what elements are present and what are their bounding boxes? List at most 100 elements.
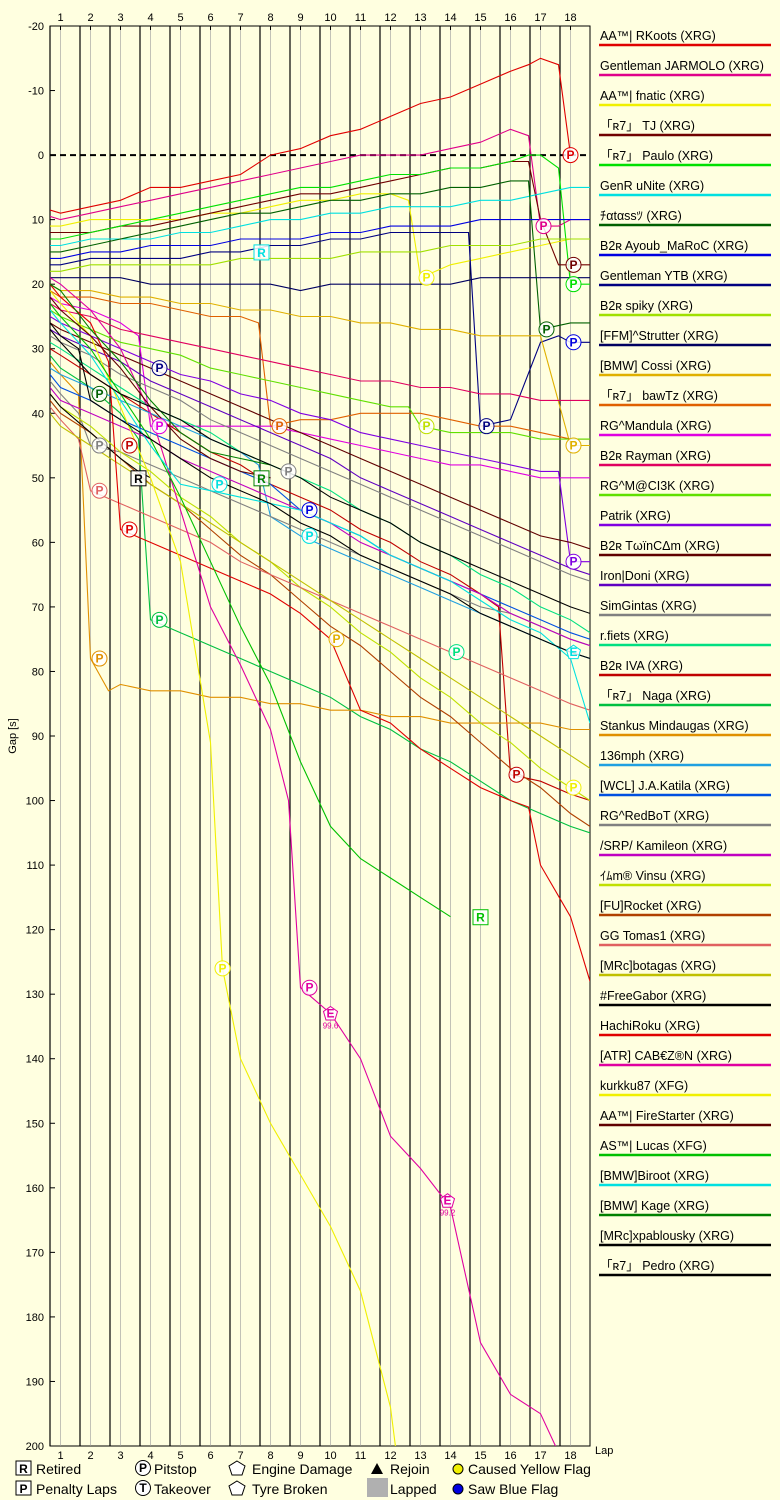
driver-name-23: 「ʀ7」 Naga (XRG) (600, 689, 711, 703)
legend-takeover: T Takeover (135, 1480, 211, 1497)
pitstop-marker-letter: P (155, 361, 163, 375)
x-tick-label-top: 17 (534, 12, 546, 24)
x-tick-label-bottom: 14 (444, 1450, 456, 1462)
retired-marker (253, 470, 270, 487)
x-tick-label-bottom: 6 (207, 1450, 213, 1462)
driver-name-4: 「ʀ7」 TJ (XRG) (600, 119, 695, 133)
pitstop-marker-letter: P (512, 768, 520, 782)
pitstop-marker-letter: P (569, 258, 577, 272)
driver-name-37: AA™| FireStarter (XRG) (600, 1109, 734, 1123)
pitstop-marker (565, 334, 582, 351)
y-tick-label: 190 (26, 1376, 44, 1388)
driver-name-9: Gentleman YTB (XRG) (600, 269, 728, 283)
series-line-20 (50, 335, 590, 582)
pitstop-marker (271, 418, 288, 435)
legend-lapped: Lapped (367, 1478, 437, 1497)
x-tick-label-bottom: 11 (355, 1450, 366, 1462)
driver-name-3: AA™| fnatic (XRG) (600, 89, 705, 103)
y-tick-label: 140 (26, 1054, 44, 1066)
series-line-12 (50, 283, 590, 447)
engine-damage-marker-letter: E (326, 1007, 334, 1021)
pitstop-marker (301, 979, 318, 996)
driver-name-25: 136mph (XRG) (600, 749, 684, 763)
series-line-11 (50, 277, 590, 292)
legend-pitstop: P Pitstop (135, 1460, 197, 1477)
pitstop-marker-letter: P (275, 419, 283, 433)
x-tick-label-top: 5 (177, 12, 183, 24)
x-axis-ticks: 1122334455667788991010111112121313141415… (57, 12, 576, 1462)
driver-name-24: Stankus Mindaugas (XRG) (600, 719, 749, 733)
pitstop-marker-letter: P (569, 439, 577, 453)
svg-text:P: P (139, 1461, 147, 1475)
retired-marker-letter: R (257, 472, 266, 486)
driver-name-8: B2ʀ Ayoub_MaRoC (XRG) (600, 239, 748, 253)
driver-name-42: 「ʀ7」 Pedro (XRG) (600, 1259, 714, 1273)
driver-name-27: RG^RedBoT (XRG) (600, 809, 709, 823)
y-axis-ticks: -20 -10 0 10 20 30 40 50 60 70 80 90 100 110 120 130 140… (26, 21, 55, 1453)
pitstop-marker-letter: P (569, 555, 577, 569)
y-tick-label: 160 (26, 1183, 44, 1195)
series-line-15 (50, 303, 590, 401)
x-tick-label-top: 12 (384, 12, 396, 24)
x-axis-label: Lap (595, 1445, 613, 1457)
series-line-17 (50, 316, 590, 563)
x-tick-label-bottom: 16 (504, 1450, 516, 1462)
series-line-42 (50, 329, 590, 614)
y-tick-label: 10 (32, 215, 44, 227)
driver-name-28: /SRP/ Kamileon (XRG) (600, 839, 727, 853)
driver-name-31: GG Tomas1 (XRG) (600, 929, 705, 943)
pitstop-marker (121, 437, 138, 454)
driver-name-21: r.fiets (XRG) (600, 629, 669, 643)
series-line-1 (50, 57, 572, 214)
retired-marker (130, 470, 147, 487)
x-tick-label-top: 4 (147, 12, 153, 24)
driver-name-22: B2ʀ IVA (XRG) (600, 659, 683, 673)
y-tick-label: 70 (32, 602, 44, 614)
retired-marker-letter: R (476, 911, 485, 925)
x-tick-label-bottom: 2 (87, 1450, 93, 1462)
legend-saw-blue-flag: Saw Blue Flag (452, 1481, 558, 1497)
driver-name-7: ﾁαtαssﾂ (XRG) (600, 209, 682, 223)
svg-text:Tyre Broken: Tyre Broken (252, 1481, 327, 1497)
y-tick-label: 20 (32, 279, 44, 291)
x-tick-label-bottom: 8 (267, 1450, 273, 1462)
pitstop-marker-letter: P (422, 419, 430, 433)
y-tick-label: 120 (26, 925, 44, 937)
series-lines (50, 57, 590, 1446)
y-tick-label: 100 (26, 796, 44, 808)
y-tick-label: -20 (28, 21, 44, 33)
pitstop-marker-letter: P (305, 529, 313, 543)
driver-name-19: Iron|Doni (XRG) (600, 569, 689, 583)
driver-name-26: [WCL] J.A.Katila (XRG) (600, 779, 730, 793)
x-tick-label-top: 8 (267, 12, 273, 24)
x-tick-label-bottom: 4 (147, 1450, 153, 1462)
x-tick-label-top: 7 (237, 12, 243, 24)
y-tick-label: -10 (28, 86, 44, 98)
y-tick-label: 60 (32, 537, 44, 549)
series-line-18 (50, 322, 590, 550)
pitstop-marker-letter: P (95, 652, 103, 666)
series-line-6 (50, 186, 590, 247)
x-tick-label-bottom: 1 (57, 1450, 63, 1462)
series-line-16 (50, 309, 590, 440)
driver-name-35: [ATR] CAB€Z®N (XRG) (600, 1049, 732, 1063)
engine-damage-marker-letter: E (443, 1194, 451, 1208)
svg-text:P: P (19, 1482, 27, 1496)
y-tick-label: 30 (32, 344, 44, 356)
pitstop-marker (418, 269, 435, 286)
pitstop-marker-letter: P (125, 439, 133, 453)
pitstop-marker-letter: P (218, 961, 226, 975)
x-tick-label-top: 3 (117, 12, 123, 24)
y-tick-label: 110 (26, 860, 44, 872)
pitstop-marker (565, 779, 582, 796)
engine-damage-marker (322, 1005, 339, 1021)
pitstop-marker-letter: P (539, 219, 547, 233)
pitstop-marker (565, 276, 582, 293)
svg-text:Pitstop: Pitstop (154, 1461, 197, 1477)
x-tick-label-top: 9 (297, 12, 303, 24)
series-line-22 (50, 348, 590, 802)
retired-marker-letter: R (134, 472, 143, 486)
y-tick-label: 170 (26, 1247, 44, 1259)
x-tick-label-bottom: 7 (237, 1450, 243, 1462)
